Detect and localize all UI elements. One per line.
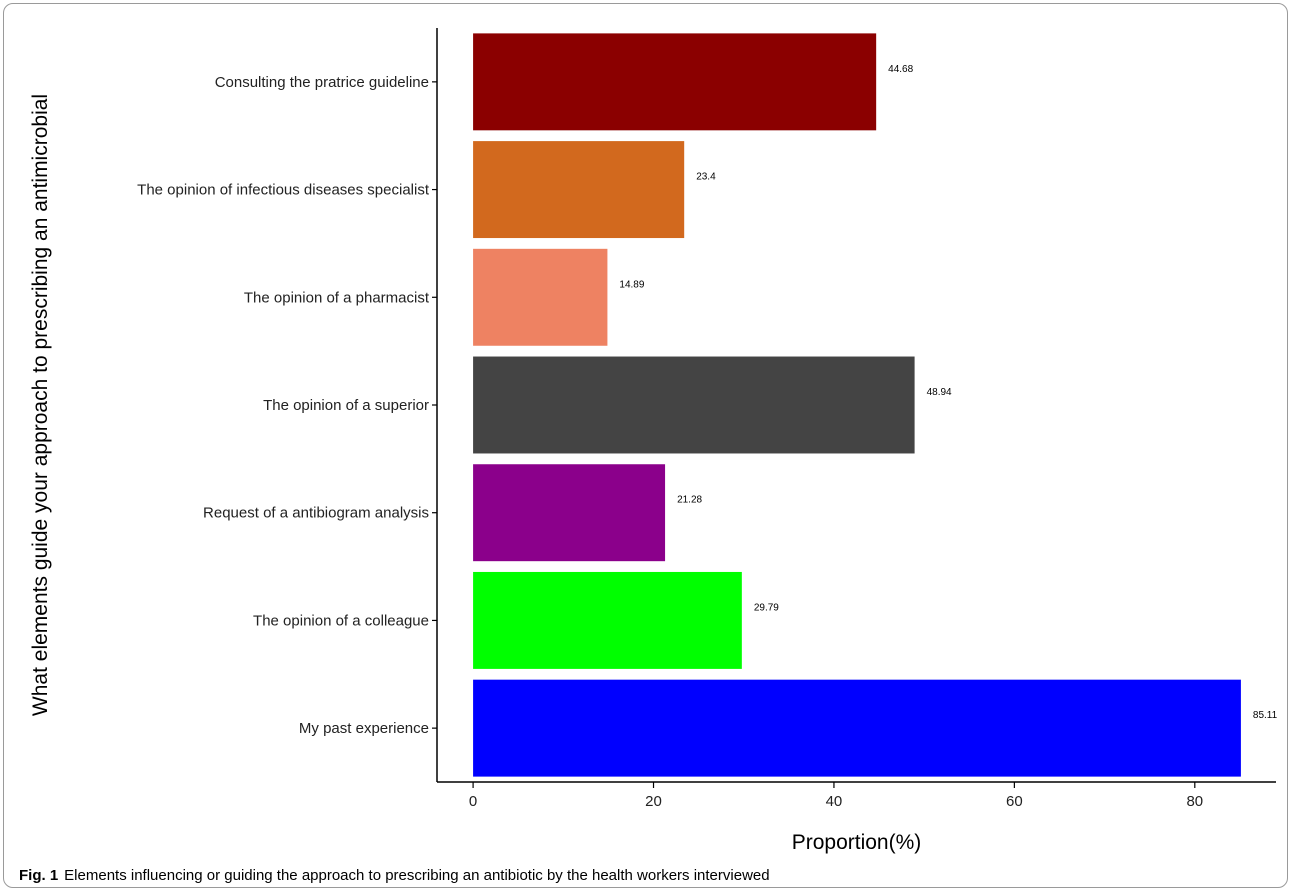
data-label: 23.4 bbox=[696, 172, 716, 183]
data-label: 48.94 bbox=[927, 387, 952, 398]
bar bbox=[473, 33, 877, 131]
y-tick-label: The opinion of infectious diseases speci… bbox=[137, 182, 430, 199]
y-tick-label: The opinion of a pharmacist bbox=[244, 289, 430, 306]
y-tick-label: The opinion of a colleague bbox=[253, 612, 429, 629]
bar bbox=[473, 356, 915, 454]
y-axis-title: What elements guide your approach to pre… bbox=[29, 94, 52, 716]
data-label: 21.28 bbox=[677, 495, 702, 506]
figure-caption: Fig. 1 Elements influencing or guiding th… bbox=[19, 867, 770, 884]
x-tick-label: 20 bbox=[645, 793, 662, 810]
data-label: 14.89 bbox=[619, 279, 644, 290]
caption-label: Fig. 1 bbox=[19, 867, 59, 884]
y-tick-label: My past experience bbox=[299, 720, 429, 737]
bar bbox=[473, 141, 685, 239]
x-tick-label: 40 bbox=[826, 793, 843, 810]
x-tick-label: 60 bbox=[1006, 793, 1023, 810]
y-tick-label: The opinion of a superior bbox=[263, 397, 429, 414]
data-label: 85.11 bbox=[1253, 710, 1278, 721]
data-label: 29.79 bbox=[754, 602, 779, 613]
x-axis-title: Proportion(%) bbox=[792, 831, 922, 854]
bar bbox=[473, 571, 742, 669]
bar bbox=[473, 248, 608, 346]
y-tick-label: Request of a antibiogram analysis bbox=[203, 505, 429, 522]
bar bbox=[473, 464, 666, 562]
data-label: 44.68 bbox=[888, 64, 913, 75]
bar bbox=[473, 679, 1241, 777]
x-tick-label: 80 bbox=[1186, 793, 1203, 810]
y-tick-label: Consulting the pratrice guideline bbox=[215, 74, 429, 91]
caption-text: Elements influencing or guiding the appr… bbox=[64, 867, 770, 884]
x-tick-label: 0 bbox=[469, 793, 477, 810]
